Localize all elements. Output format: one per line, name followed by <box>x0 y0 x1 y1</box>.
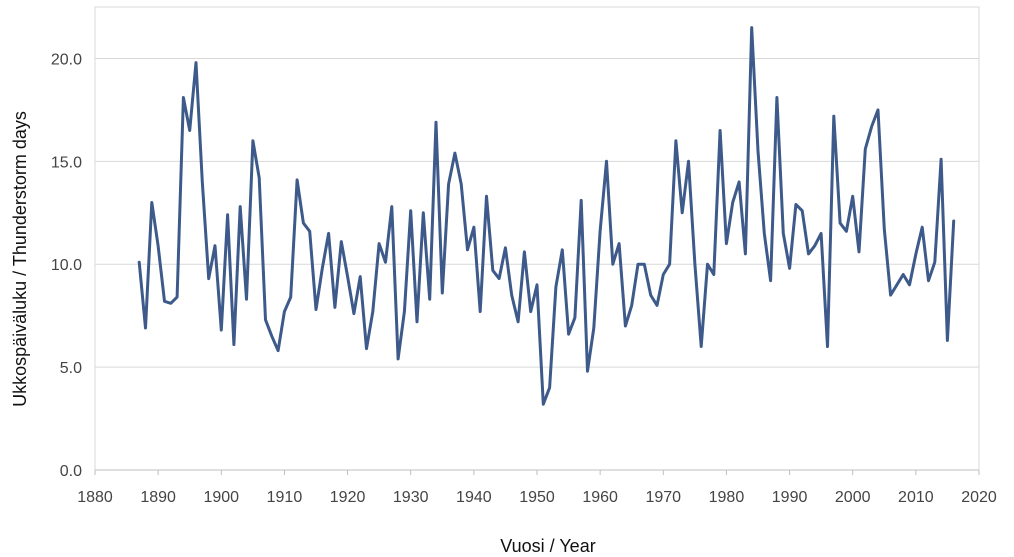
x-tick-label: 1980 <box>709 489 745 506</box>
x-axis-tick-labels: 1880 1890 1900 1910 1920 1930 1940 1950 1960 1970… <box>77 489 997 506</box>
x-tick-label: 1920 <box>330 489 366 506</box>
x-tick-label: 1880 <box>77 489 113 506</box>
y-axis-title: Ukkospäiväluku / Thunderstorm days <box>10 111 30 407</box>
y-axis-tick-labels: 0.0 5.0 10.0 15.0 20.0 <box>51 51 82 480</box>
x-tick-label: 1900 <box>203 489 239 506</box>
y-tick-label: 15.0 <box>51 154 82 171</box>
gridlines <box>95 57 979 368</box>
x-tick-label: 1930 <box>393 489 429 506</box>
x-tick-label: 1910 <box>267 489 303 506</box>
x-tick-label: 2000 <box>835 489 871 506</box>
y-tick-label: 5.0 <box>60 360 82 377</box>
y-tick-label: 0.0 <box>60 463 82 480</box>
x-tick-label: 1940 <box>456 489 492 506</box>
y-tick-label: 10.0 <box>51 257 82 274</box>
data-series <box>137 26 956 406</box>
x-tick-label: 1970 <box>645 489 681 506</box>
x-tick-label: 1890 <box>140 489 176 506</box>
x-tick-label: 1990 <box>772 489 808 506</box>
series-line <box>137 26 956 406</box>
x-axis-ticks <box>94 470 980 475</box>
x-tick-label: 2010 <box>898 489 934 506</box>
x-axis-title: Vuosi / Year <box>500 536 595 556</box>
y-tick-label: 20.0 <box>51 51 82 68</box>
x-tick-label: 2020 <box>961 489 997 506</box>
x-tick-label: 1960 <box>582 489 618 506</box>
x-tick-label: 1950 <box>519 489 555 506</box>
